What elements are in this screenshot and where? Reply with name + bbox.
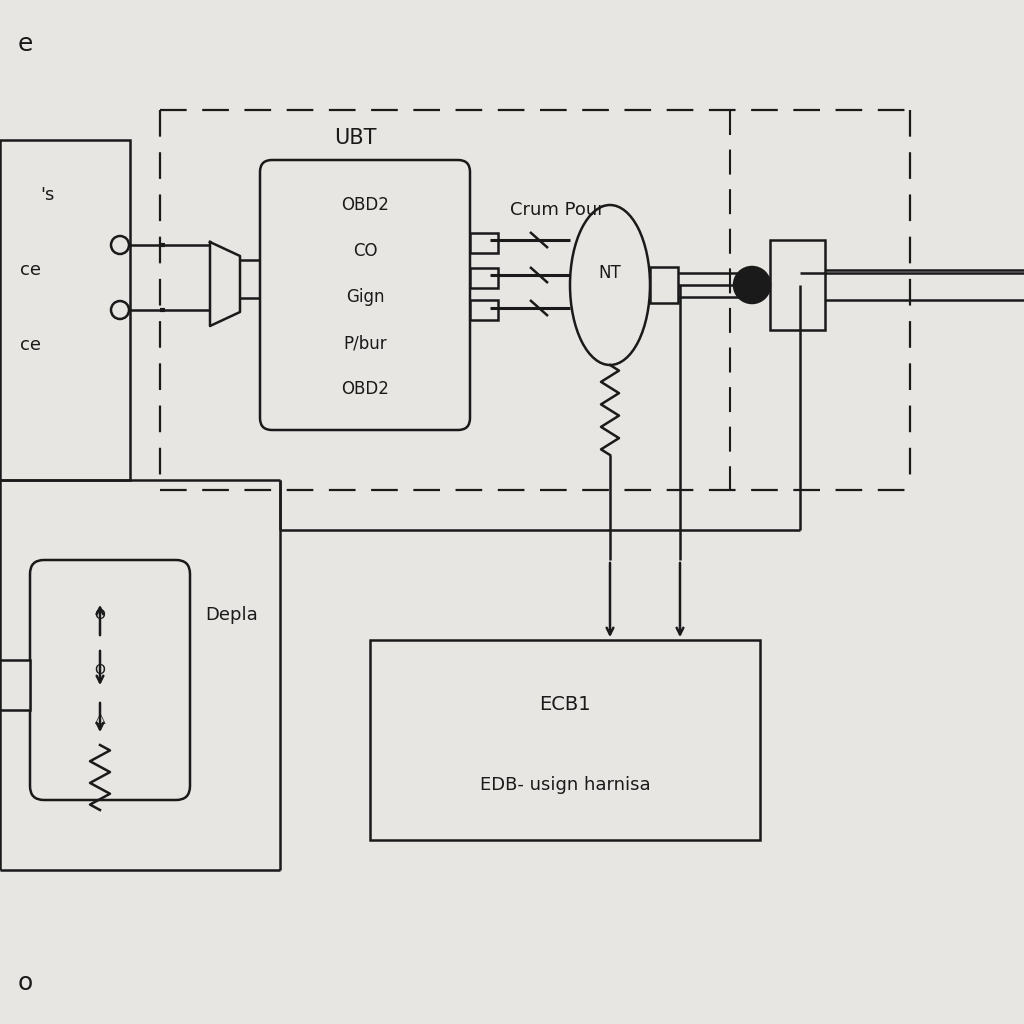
Bar [0, 140, 130, 480]
Text: Crum Pour: Crum Pour [510, 201, 605, 219]
Text: UBT: UBT [334, 128, 376, 148]
Circle shape [734, 267, 770, 303]
Text: △: △ [94, 711, 105, 725]
Text: O: O [94, 608, 105, 622]
Bar [770, 240, 825, 330]
Text: 's: 's [40, 186, 54, 204]
Text: Depla: Depla [205, 606, 258, 624]
Text: OBD2: OBD2 [341, 380, 389, 398]
Bar [470, 300, 498, 319]
Polygon shape [210, 242, 240, 326]
Text: P/bur: P/bur [343, 334, 387, 352]
Text: CO: CO [352, 242, 377, 260]
Ellipse shape [570, 205, 650, 365]
FancyBboxPatch shape [260, 160, 470, 430]
Text: o: o [18, 971, 33, 995]
Text: ce: ce [20, 336, 41, 354]
Bar [470, 233, 498, 253]
Text: NT: NT [599, 264, 622, 282]
Bar [0, 660, 30, 710]
Bar [650, 267, 678, 303]
Bar [470, 268, 498, 288]
Bar [370, 640, 760, 840]
Text: ce: ce [20, 261, 41, 279]
Text: ECB1: ECB1 [540, 695, 591, 715]
Text: OBD2: OBD2 [341, 196, 389, 214]
FancyBboxPatch shape [30, 560, 190, 800]
Text: O: O [94, 663, 105, 677]
Text: e: e [18, 32, 34, 56]
Text: Gign: Gign [346, 288, 384, 306]
Text: EDB- usign harnisa: EDB- usign harnisa [479, 776, 650, 794]
